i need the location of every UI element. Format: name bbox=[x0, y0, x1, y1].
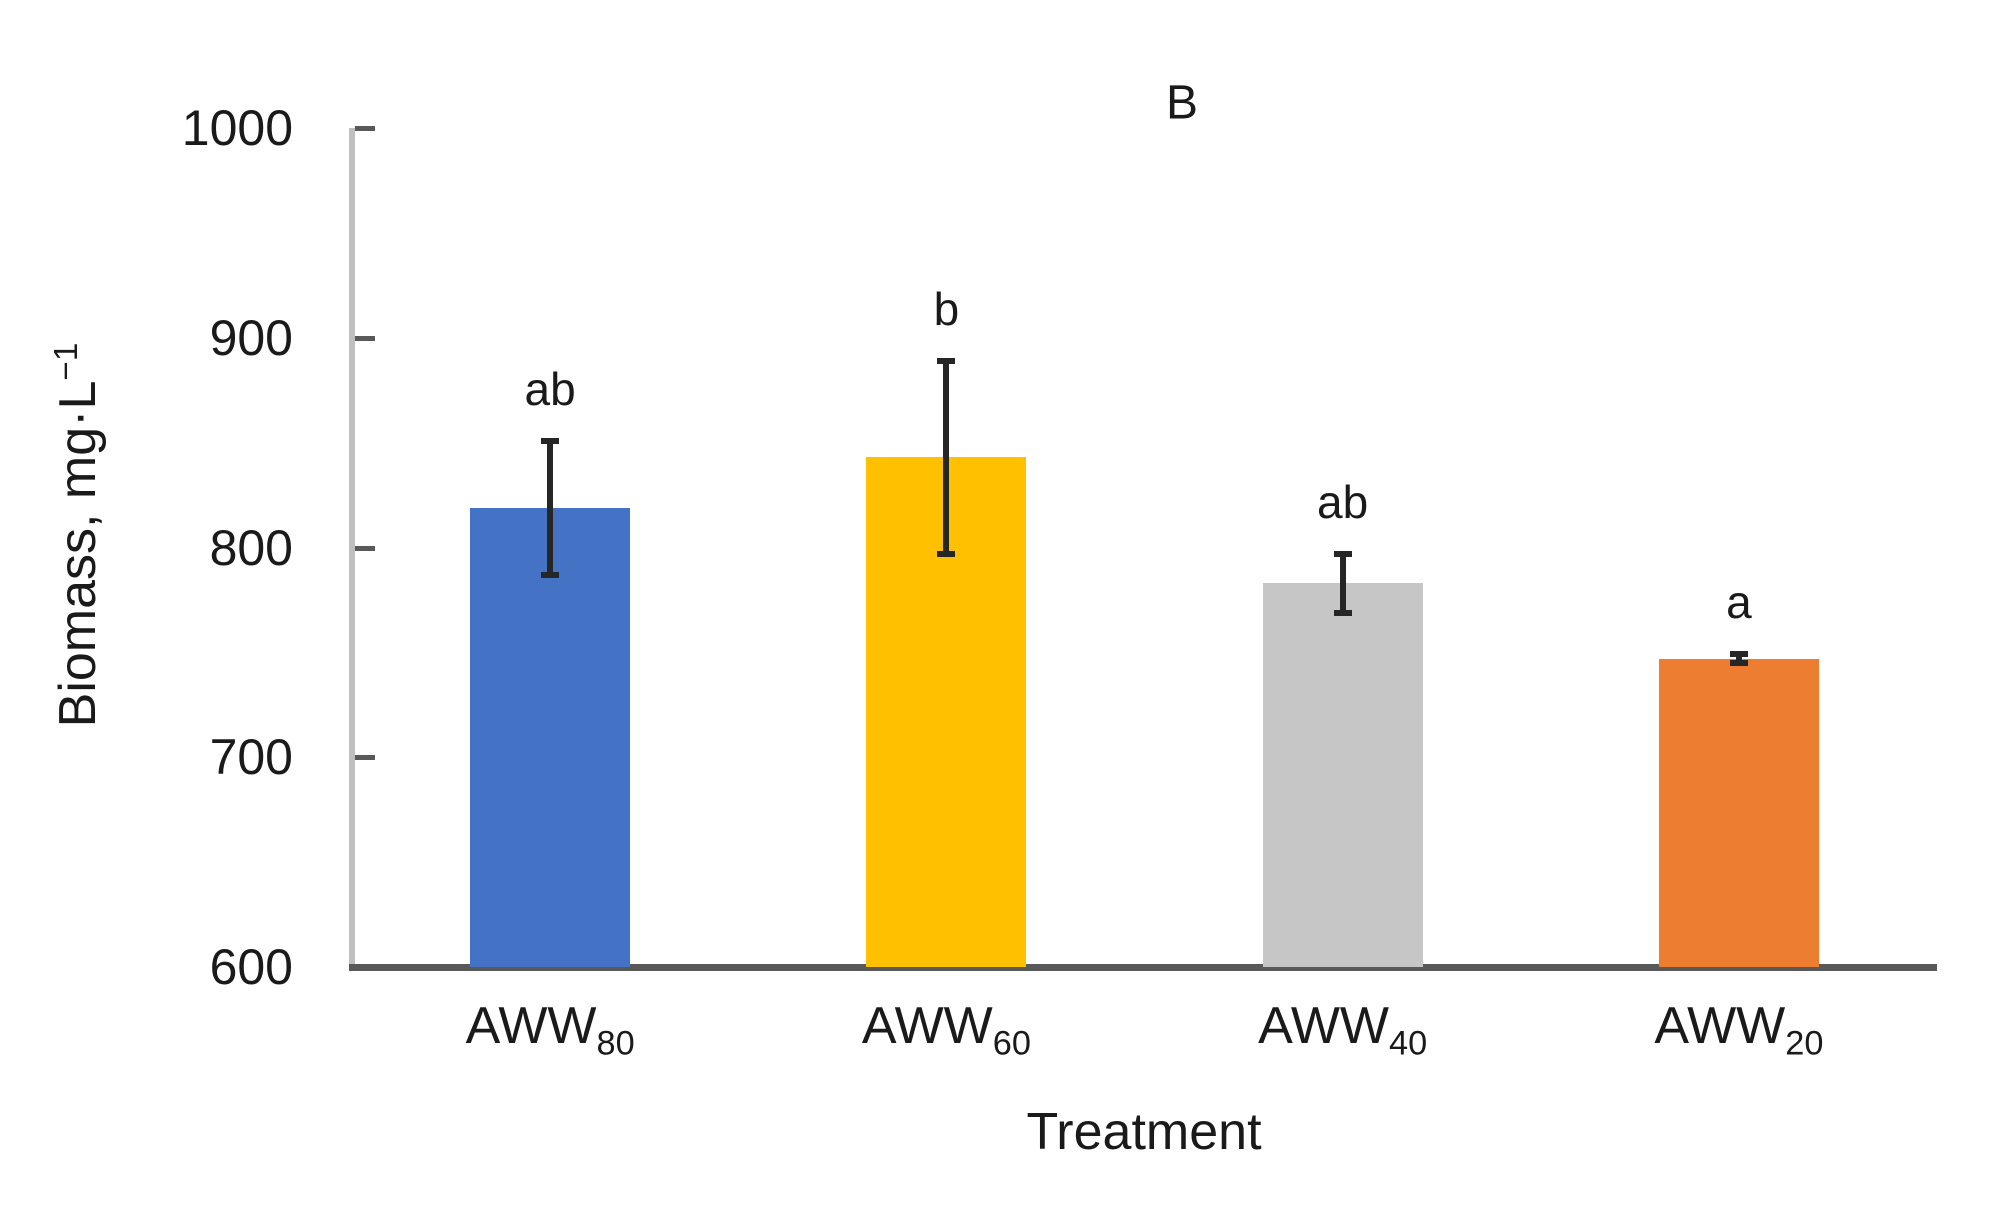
y-tick-label: 600 bbox=[209, 939, 293, 995]
y-tick-label: 1000 bbox=[181, 100, 293, 156]
y-axis-title-superscript: −1 bbox=[47, 342, 85, 381]
y-tick-label: 900 bbox=[209, 309, 293, 366]
x-category-base: AWW bbox=[861, 997, 993, 1055]
y-tick-mark bbox=[355, 335, 375, 341]
error-bar bbox=[547, 440, 554, 575]
error-bar-cap bbox=[1729, 651, 1748, 658]
y-axis-line bbox=[349, 128, 355, 970]
x-category-base: AWW bbox=[465, 997, 597, 1055]
bar bbox=[1262, 583, 1423, 967]
x-axis-title: Treatment bbox=[1026, 1103, 1262, 1161]
error-bar-cap bbox=[1729, 659, 1748, 666]
error-bar-cap bbox=[541, 437, 560, 444]
error-bar-cap bbox=[1333, 609, 1352, 616]
x-axis-line bbox=[349, 964, 1937, 971]
y-tick-mark bbox=[355, 545, 375, 551]
error-bar-cap bbox=[937, 550, 956, 557]
y-tick-label: 700 bbox=[209, 729, 293, 786]
error-bar bbox=[1339, 553, 1346, 613]
x-category-subscript: 20 bbox=[1785, 1024, 1824, 1063]
x-category-label: AWW40 bbox=[1183, 996, 1503, 1073]
bar bbox=[1658, 658, 1819, 967]
y-tick-label: 800 bbox=[209, 519, 293, 576]
x-category-subscript: 60 bbox=[992, 1024, 1031, 1063]
x-category-label: AWW80 bbox=[390, 996, 710, 1073]
x-category-label: AWW20 bbox=[1579, 996, 1899, 1073]
error-bar-cap bbox=[1333, 550, 1352, 557]
x-category-label: AWW60 bbox=[786, 996, 1106, 1073]
error-bar-cap bbox=[541, 571, 560, 578]
y-tick-mark bbox=[355, 126, 375, 131]
y-tick-mark bbox=[355, 755, 375, 761]
x-category-base: AWW bbox=[1654, 997, 1786, 1055]
x-category-subscript: 40 bbox=[1389, 1024, 1428, 1063]
significance-letter: a bbox=[1726, 576, 1752, 629]
error-bar bbox=[1735, 654, 1742, 663]
panel-label: B bbox=[1165, 76, 1199, 130]
error-bar bbox=[943, 360, 950, 554]
significance-letter: ab bbox=[1317, 475, 1369, 528]
significance-letter: b bbox=[933, 282, 960, 335]
error-bar-cap bbox=[937, 357, 956, 364]
x-category-base: AWW bbox=[1258, 997, 1389, 1055]
bar bbox=[470, 507, 631, 967]
significance-letter: ab bbox=[524, 362, 576, 415]
x-category-subscript: 80 bbox=[596, 1024, 635, 1063]
